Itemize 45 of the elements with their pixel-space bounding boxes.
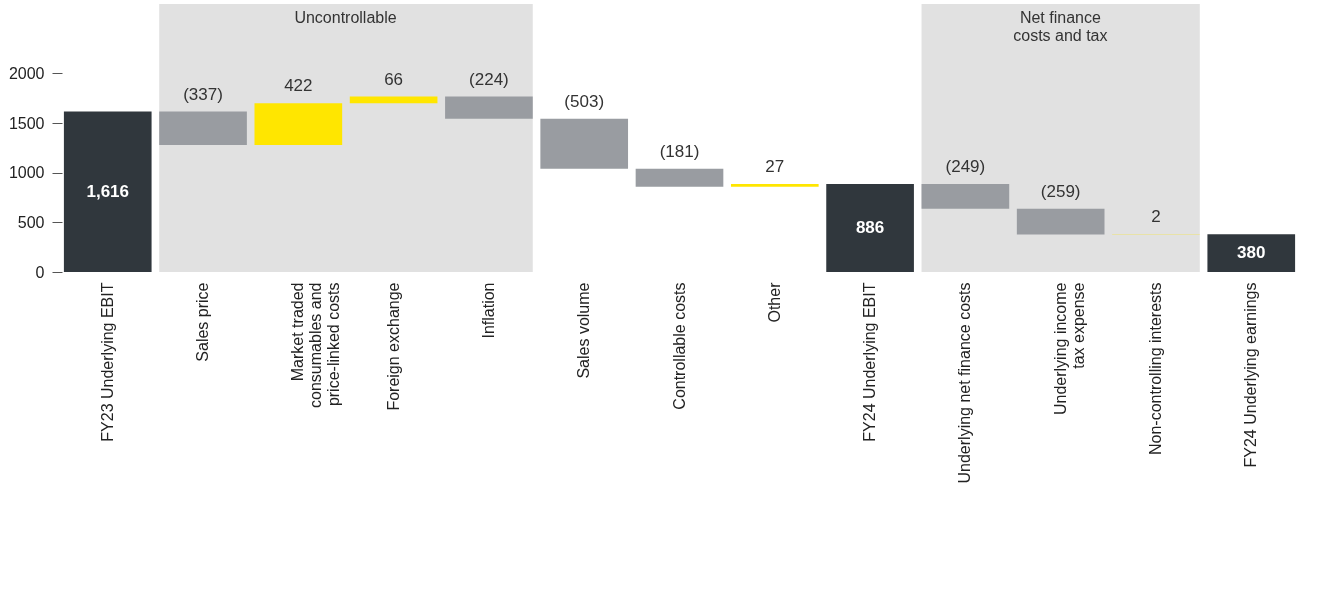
data-label: 886 (855, 218, 885, 238)
band-label: Net finance costs and tax (1013, 9, 1108, 44)
x-tick-label: Other (765, 281, 783, 323)
x-tick-label: Sales price (194, 282, 212, 362)
x-tick-label: Controllable costs (670, 282, 688, 410)
bar (159, 111, 247, 146)
data-label: 422 (284, 76, 313, 96)
data-label: 66 (384, 69, 404, 89)
bar (349, 96, 438, 104)
y-tick-label: 0 (35, 263, 45, 281)
x-tick-label: Inflation (479, 282, 497, 339)
x-tick-label: FY23 Underlying EBIT (98, 282, 116, 442)
data-label: 2 (1151, 207, 1161, 227)
x-tick-label: Underlying net finance costs (956, 282, 974, 484)
bar (445, 96, 533, 119)
x-tick-label: Foreign exchange (384, 282, 402, 411)
bar (1207, 234, 1296, 272)
y-tick-label: 500 (17, 213, 45, 231)
bar (63, 111, 152, 272)
band-label: Uncontrollable (294, 9, 397, 26)
data-label: (224) (469, 69, 509, 89)
bar (730, 184, 819, 187)
y-tick-label: 1000 (8, 164, 45, 182)
x-tick-label: Underlying income tax expense (1051, 282, 1087, 416)
y-tick-label: 1500 (8, 114, 45, 132)
y-tick-label: 2000 (8, 64, 45, 82)
bar (540, 118, 629, 169)
bar (826, 184, 914, 272)
x-tick-label: FY24 Underlying EBIT (861, 282, 879, 442)
data-label: (503) (564, 91, 605, 111)
x-tick-label: Market traded consumables and price-linked costs (289, 282, 343, 408)
bar (1016, 208, 1105, 235)
x-tick-label: FY24 Underlying earnings (1242, 282, 1260, 468)
data-label: (181) (659, 141, 700, 161)
bar (921, 184, 1010, 209)
x-tick-label: Non-controlling interests (1146, 282, 1164, 456)
data-label: (259) (1040, 181, 1081, 201)
data-label: (337) (183, 84, 223, 104)
data-label: 380 (1237, 243, 1266, 263)
bar (254, 103, 343, 146)
data-label: 1,616 (86, 181, 130, 201)
bar (635, 168, 724, 187)
data-label: 27 (765, 157, 785, 177)
data-label: (249) (945, 157, 986, 177)
x-tick-label: Sales volume (575, 282, 593, 379)
